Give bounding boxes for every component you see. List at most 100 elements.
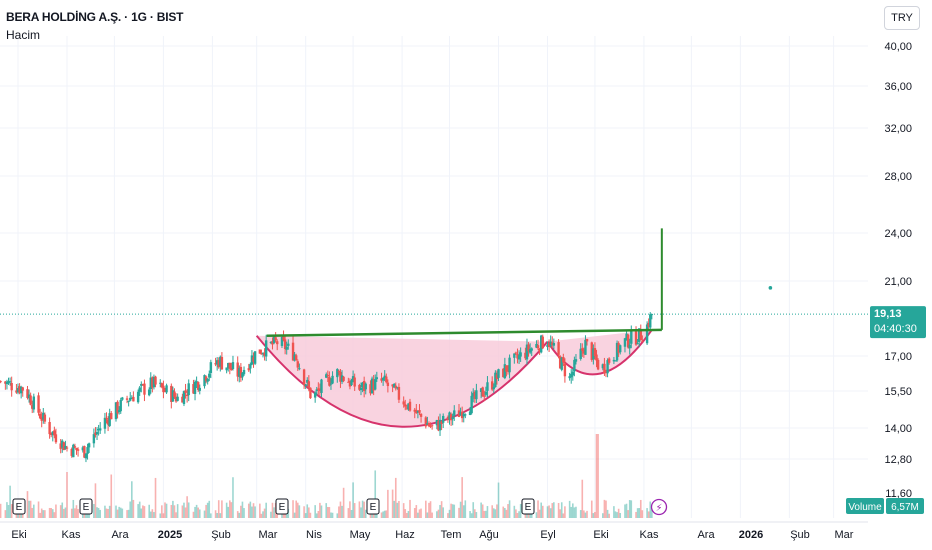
- volume-bar: [195, 504, 198, 518]
- candle-body: [536, 345, 540, 349]
- volume-bar: [271, 502, 274, 518]
- candle-body: [181, 396, 184, 403]
- volume-bar: [496, 504, 498, 518]
- candle-body: [374, 379, 377, 390]
- last-price-value: 19,13: [874, 308, 902, 320]
- volume-bar: [515, 509, 517, 518]
- candle-body: [560, 357, 563, 370]
- volume-bar: [480, 502, 482, 518]
- volume-indicator-label[interactable]: Hacim: [6, 28, 41, 42]
- volume-bar: [350, 509, 353, 518]
- symbol-title[interactable]: BERA HOLDİNG A.Ş. · 1G · BIST: [6, 10, 184, 24]
- volume-bar: [584, 512, 587, 518]
- candle-body: [481, 387, 484, 397]
- candle-body: [121, 397, 124, 400]
- candle-body: [173, 391, 176, 397]
- volume-bar: [562, 513, 565, 518]
- candle-body: [530, 348, 533, 351]
- candle-body: [114, 402, 118, 420]
- volume-bar: [491, 505, 493, 518]
- price-tick-label: 40,00: [884, 41, 912, 53]
- volume-bar: [518, 511, 520, 518]
- volume-bar: [33, 504, 35, 518]
- volume-bar: [232, 477, 234, 518]
- candle-body: [619, 345, 622, 353]
- candle-body: [215, 360, 219, 365]
- candle-body: [228, 362, 232, 369]
- currency-button[interactable]: TRY: [884, 6, 920, 30]
- event-markers: E E E E E ⚡: [12, 498, 668, 516]
- candle-body: [647, 322, 650, 327]
- volume-bar: [121, 508, 124, 518]
- volume-bar: [374, 470, 377, 518]
- volume-bar: [107, 508, 109, 518]
- candle-body: [318, 388, 322, 392]
- candle-body: [31, 405, 34, 409]
- volume-bar: [252, 503, 255, 518]
- candle-body: [380, 378, 383, 381]
- volume-bar: [469, 511, 471, 518]
- candle-body: [568, 376, 571, 379]
- volume-bar: [63, 508, 65, 518]
- volume-bar: [293, 512, 296, 518]
- candle-body: [32, 396, 36, 410]
- candle-body: [590, 342, 593, 360]
- candle-body: [483, 395, 486, 397]
- volume-bar: [647, 511, 650, 518]
- candle-body: [170, 385, 173, 402]
- volume-bar: [143, 506, 146, 518]
- volume-bar: [7, 505, 10, 518]
- candle-body: [503, 364, 507, 379]
- candle-body: [192, 384, 195, 394]
- candle-body: [8, 381, 12, 383]
- candle-body: [18, 386, 21, 393]
- volume-bar: [247, 503, 250, 518]
- time-tick-label: Ağu: [479, 529, 499, 541]
- candle-body: [152, 376, 156, 388]
- volume-bar: [303, 506, 305, 518]
- candle-body: [492, 386, 495, 390]
- volume-bar: [625, 503, 628, 518]
- candle-body: [282, 335, 285, 341]
- volume-bar: [186, 496, 188, 518]
- candle-body: [351, 376, 355, 382]
- candle-body: [527, 344, 530, 352]
- candle-body: [370, 378, 374, 394]
- volume-bar: [187, 502, 190, 518]
- candle-body: [516, 354, 519, 359]
- volume-bar: [451, 504, 454, 518]
- candle-body: [413, 409, 416, 412]
- dividend-marker: [650, 498, 668, 516]
- candle-body: [348, 380, 352, 387]
- volume-bar: [541, 505, 544, 518]
- volume-bar: [330, 512, 332, 518]
- volume-bar: [262, 511, 264, 518]
- volume-bar: [319, 502, 321, 518]
- volume-bar: [127, 509, 130, 518]
- volume-bar: [64, 507, 67, 518]
- candle-body: [513, 353, 516, 358]
- candle-body: [630, 331, 633, 344]
- candle-body: [103, 417, 107, 429]
- candle-body: [149, 377, 152, 390]
- candle-body: [429, 425, 432, 427]
- candle-body: [427, 422, 431, 427]
- candle-body: [339, 371, 342, 382]
- price-tick-label: 36,00: [884, 81, 912, 93]
- volume-bar: [630, 500, 633, 518]
- candle-body: [271, 341, 274, 345]
- volume-bar: [138, 501, 141, 518]
- volume-bar: [214, 510, 217, 518]
- candle-body: [276, 341, 279, 345]
- candle-body: [105, 418, 108, 420]
- resistance-trendline: [266, 328, 662, 337]
- volume-bar: [639, 499, 642, 518]
- candle-body: [636, 343, 639, 345]
- candle-body: [176, 396, 179, 401]
- volume-bar: [227, 506, 230, 518]
- volume-bar: [559, 509, 561, 518]
- candle-body: [448, 412, 451, 420]
- volume-bar: [42, 510, 45, 518]
- candle-body: [73, 446, 77, 448]
